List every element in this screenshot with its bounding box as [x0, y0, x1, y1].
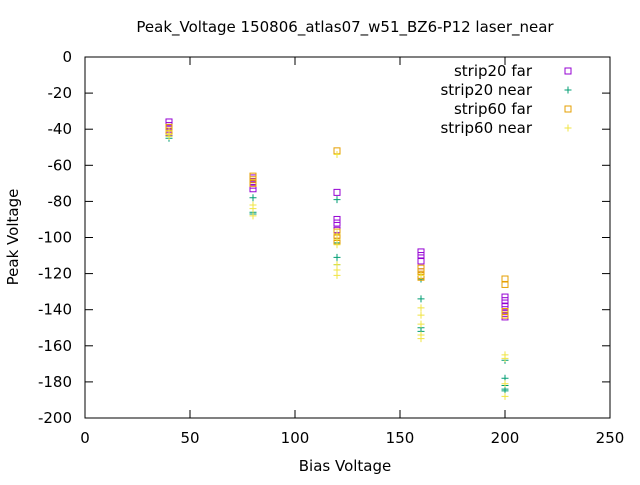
y-axis-label: Peak Voltage — [4, 189, 22, 286]
points-layer — [165, 118, 509, 400]
data-point — [249, 176, 257, 184]
data-point — [501, 275, 509, 283]
legend-marker — [564, 86, 572, 94]
x-axis-label: Bias Voltage — [299, 457, 392, 475]
x-tick-label: 100 — [281, 429, 310, 447]
x-tick-label: 150 — [386, 429, 415, 447]
x-tick-label: 200 — [491, 429, 520, 447]
data-point — [249, 194, 257, 202]
series-strip60-near — [165, 127, 509, 400]
data-point — [333, 219, 341, 227]
x-tick-label: 0 — [80, 429, 90, 447]
data-point — [333, 241, 341, 249]
data-point — [249, 179, 257, 187]
data-point — [417, 304, 425, 312]
data-point — [501, 297, 509, 305]
data-point — [417, 257, 425, 265]
x-tick-label: 50 — [180, 429, 199, 447]
data-point — [417, 248, 425, 256]
data-point — [501, 293, 509, 301]
y-tick-label: -180 — [38, 373, 72, 391]
y-tick-label: -40 — [48, 120, 73, 138]
y-tick-label: -120 — [38, 265, 72, 283]
ticks-layer: 0 50 100 150 200 250 0 -20 -40 -60 -80 -100 -120 -140… — [38, 48, 624, 447]
data-point — [333, 188, 341, 196]
data-point — [249, 212, 257, 220]
data-point — [165, 118, 173, 126]
y-tick-label: -60 — [48, 156, 73, 174]
data-point — [249, 185, 257, 193]
legend-label: strip60 near — [440, 119, 532, 137]
data-point — [501, 311, 509, 319]
data-point — [501, 302, 509, 310]
y-axis-label-group: Peak Voltage — [4, 189, 22, 286]
x-tick-label: 250 — [596, 429, 625, 447]
data-point — [501, 354, 509, 362]
data-point — [417, 311, 425, 319]
data-point — [501, 392, 509, 400]
legend-marker — [564, 124, 572, 132]
data-point — [417, 271, 425, 279]
data-point — [501, 280, 509, 288]
data-point — [333, 215, 341, 223]
data-point — [333, 196, 341, 204]
data-point — [165, 132, 173, 140]
legend-marker — [564, 105, 572, 113]
legend-label: strip20 far — [454, 62, 533, 80]
y-tick-label: -100 — [38, 229, 72, 247]
y-tick-label: -140 — [38, 301, 72, 319]
chart-title: Peak_Voltage 150806_atlas07_w51_BZ6-P12 … — [136, 18, 554, 37]
data-point — [501, 308, 509, 316]
y-tick-label: -20 — [48, 84, 73, 102]
data-point — [249, 205, 257, 213]
data-point — [417, 335, 425, 343]
data-point — [501, 380, 509, 388]
y-tick-label: -160 — [38, 337, 72, 355]
data-point — [417, 295, 425, 303]
data-point — [333, 253, 341, 261]
data-point — [333, 271, 341, 279]
legend-label: strip60 far — [454, 100, 533, 118]
data-point — [417, 252, 425, 260]
data-point — [249, 172, 257, 180]
legend-marker — [564, 67, 572, 75]
y-tick-label: -80 — [48, 192, 73, 210]
y-tick-label: 0 — [62, 48, 72, 66]
data-point — [333, 150, 341, 158]
data-point — [417, 264, 425, 272]
plot-frame — [84, 56, 611, 419]
y-tick-label: -200 — [38, 409, 72, 427]
data-point — [417, 320, 425, 328]
legend-label: strip20 near — [440, 81, 532, 99]
